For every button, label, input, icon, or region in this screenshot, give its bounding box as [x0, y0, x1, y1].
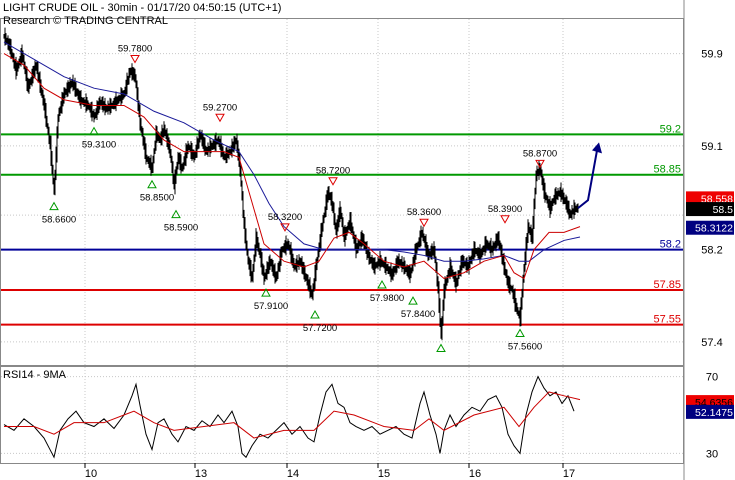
- peak-marker: [280, 223, 290, 232]
- peak-marker: [419, 218, 429, 228]
- peak-marker: [500, 215, 510, 224]
- peak-marker: [130, 54, 140, 64]
- trough-marker: [310, 310, 320, 319]
- time-tick-label: 16: [469, 468, 481, 480]
- rsi-ma-line: [4, 391, 581, 439]
- trough-marker: [171, 209, 181, 219]
- price-tick-label: 59.1: [701, 141, 722, 153]
- swing-markers: 59.7800 59.3100 58.6600 58.8500 59.2700 58.59…: [42, 43, 557, 352]
- last-price-badge-bg: [686, 191, 734, 206]
- rsi-line: [3, 375, 575, 459]
- price-tick-label: 57.4: [701, 337, 722, 349]
- trough-label: 59.3100: [82, 140, 116, 151]
- trough-label: 58.6600: [42, 215, 76, 226]
- trough-label: 58.5900: [164, 223, 198, 234]
- time-tick-label: 15: [378, 468, 390, 480]
- current-price-badge-bg: [686, 202, 734, 217]
- level-label: 57.55: [653, 314, 681, 326]
- rsi-panel-title: RSI14 - 9MA: [3, 369, 67, 381]
- forecast-arrowhead: [592, 142, 602, 154]
- axis-labels: 59.9 59.1 58.2 57.4 70 30 10 13 14 15 16 17: [84, 49, 723, 480]
- price-tick-label: 59.9: [701, 49, 722, 61]
- ma-fast-line: [3, 53, 581, 280]
- trough-marker: [515, 328, 525, 337]
- trough-label: 57.9100: [254, 301, 288, 312]
- time-tick-label: 14: [287, 468, 299, 480]
- trough-label: 57.5600: [508, 341, 542, 352]
- trough-label: 58.8500: [140, 193, 174, 204]
- rsi-tick-label: 70: [706, 372, 718, 384]
- forecast-arrow: [577, 150, 598, 209]
- level-label: 59.2: [660, 123, 681, 135]
- rsi-value-badge-bg: [686, 404, 734, 419]
- ma-value-badge-bg: [686, 220, 734, 235]
- ma-value-badge: 58.3122: [695, 223, 733, 235]
- level-label: 58.85: [653, 164, 681, 176]
- trough-marker: [89, 126, 99, 136]
- price-tick-label: 58.2: [701, 245, 722, 257]
- time-tick-label: 10: [85, 468, 97, 480]
- peak-marker: [535, 159, 545, 169]
- peak-label: 58.7200: [316, 166, 350, 177]
- rsi-series: [3, 375, 581, 459]
- rsi-panel-frame: [0, 366, 684, 464]
- trough-marker: [147, 179, 157, 189]
- ma-slow-line: [3, 41, 581, 262]
- level-label: 57.85: [653, 279, 681, 291]
- price-series: [3, 27, 602, 341]
- peak-label: 58.3600: [407, 207, 441, 218]
- rsi-tick-label: 30: [706, 448, 718, 460]
- peak-marker: [215, 113, 225, 123]
- gridlines: [1, 19, 683, 463]
- peak-label: 58.3200: [268, 212, 302, 223]
- trough-marker: [261, 288, 271, 297]
- peak-label: 59.7800: [118, 43, 152, 54]
- trough-marker: [408, 296, 418, 305]
- peak-label: 58.3900: [488, 204, 522, 215]
- peak-label: 58.8700: [523, 148, 557, 159]
- peak-marker: [328, 177, 338, 186]
- price-panel-frame: [0, 18, 684, 366]
- time-tick-label: 17: [563, 468, 575, 480]
- peak-label: 59.2700: [203, 102, 237, 113]
- trough-label: 57.8400: [401, 309, 435, 320]
- time-tick-label: 13: [195, 468, 207, 480]
- chart-subtitle: Research © TRADING CENTRAL: [3, 15, 168, 27]
- chart-title: LIGHT CRUDE OIL - 30min - 01/17/20 04:50…: [3, 2, 281, 14]
- level-label: 58.2: [660, 239, 681, 251]
- trough-label: 57.7200: [303, 323, 337, 334]
- trough-label: 57.9800: [370, 293, 404, 304]
- trough-marker: [377, 280, 387, 289]
- current-price-badge: 58.5: [713, 204, 734, 216]
- trough-marker: [49, 201, 59, 211]
- rsi-value-badge: 52.1475: [695, 407, 733, 419]
- trough-marker: [436, 343, 446, 352]
